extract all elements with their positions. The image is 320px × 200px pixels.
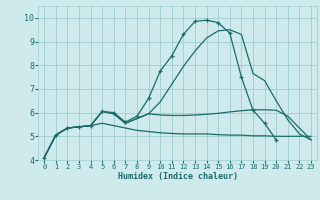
X-axis label: Humidex (Indice chaleur): Humidex (Indice chaleur): [118, 172, 238, 181]
